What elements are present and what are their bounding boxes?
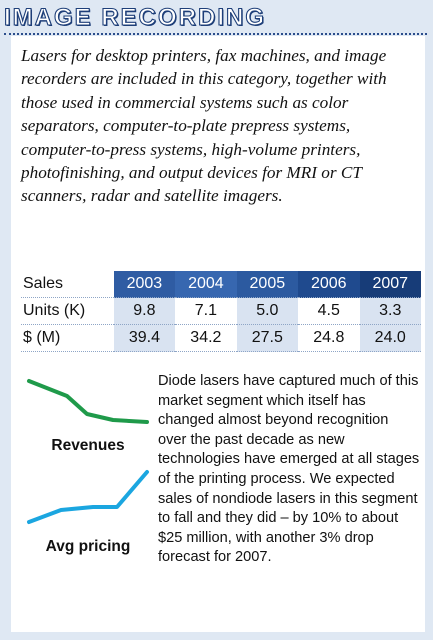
year-header: 2006 [298, 271, 360, 298]
table-cell: 39.4 [113, 324, 176, 352]
year-header: 2007 [359, 271, 421, 298]
year-header: 2003 [113, 271, 176, 298]
table-row: $ (M) 39.4 34.2 27.5 24.8 24.0 [21, 324, 421, 352]
row-label: $ (M) [21, 324, 114, 352]
table-cell: 27.5 [236, 324, 299, 352]
revenues-label: Revenues [51, 437, 125, 454]
content-panel: Lasers for desktop printers, fax machine… [11, 36, 425, 632]
table-cell: 4.5 [298, 297, 360, 325]
sales-table: Sales 2003 2004 2005 2006 2007 Units (K)… [21, 271, 421, 352]
pricing-trend-line [27, 470, 149, 524]
revenues-line [27, 379, 149, 424]
table-corner-label: Sales [23, 275, 64, 292]
table-row: Units (K) 9.8 7.1 5.0 4.5 3.3 [21, 297, 421, 325]
table-cell: 9.8 [113, 297, 176, 325]
pricing-line [27, 470, 149, 524]
year-header: 2005 [236, 271, 299, 298]
table-cell: 24.0 [359, 324, 421, 352]
table-cell: 24.8 [298, 324, 360, 352]
avg-pricing-label: Avg pricing [45, 538, 131, 555]
table-cell: 3.3 [359, 297, 421, 325]
intro-paragraph: Lasers for desktop printers, fax machine… [21, 46, 387, 206]
table-header-row: Sales 2003 2004 2005 2006 2007 [21, 271, 421, 298]
table-cell: 34.2 [175, 324, 237, 352]
table-cell: 5.0 [236, 297, 299, 325]
year-header: 2004 [175, 271, 237, 298]
title-divider [4, 33, 427, 35]
body-paragraph: Diode lasers have captured much of this … [158, 373, 420, 566]
section-title: IMAGE RECORDING [3, 3, 267, 31]
table-cell: 7.1 [175, 297, 237, 325]
revenues-trend-line [27, 379, 149, 424]
row-label: Units (K) [21, 297, 114, 325]
